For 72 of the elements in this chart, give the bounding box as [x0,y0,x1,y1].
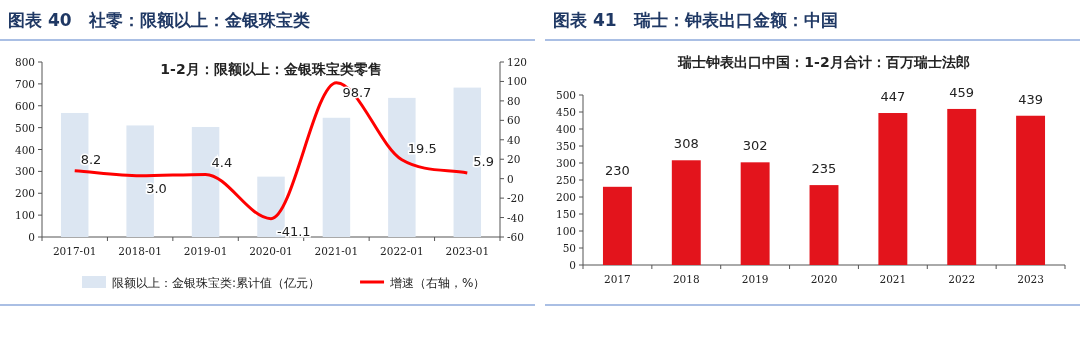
bar [878,113,908,265]
y2-tick-label: 100 [507,75,528,88]
data-label: 8.2 [80,151,102,167]
chart-title: 图表 40 社零：限额以上：金银珠宝类 [8,10,310,30]
y2-tick-label: 40 [507,133,521,146]
line-series [73,81,469,221]
x-tick-label: 2020 [810,273,838,285]
data-label: 302 [742,138,768,154]
chart-subtitle: 1-2月：限额以上：金银珠宝类零售 [160,61,382,77]
y2-tick-label: 0 [507,172,514,185]
x-tick-label: 2023-01 [445,245,490,257]
y-tick-label: 300 [555,157,576,169]
x-tick-label: 2018-01 [118,245,162,257]
x-tick-label: 2022 [948,273,976,285]
bar [947,108,977,265]
data-label: 4.4 [211,155,233,171]
bar [602,186,632,265]
y2-tick-label: 80 [507,94,521,107]
y-tick-label: 200 [14,187,35,200]
y2-tick-label: 120 [507,56,528,68]
y-tick-label: 450 [555,106,576,118]
x-tick-label: 2022-01 [380,245,424,257]
x-tick-label: 2017 [604,273,631,285]
y2-tick-label: -20 [507,192,524,205]
y-tick-label: 100 [555,225,576,237]
data-label: 459 [949,84,975,100]
y2-tick-label: 60 [507,114,521,127]
bar [322,117,351,237]
y-tick-label: 0 [569,259,576,271]
x-tick-label: 2018 [672,273,700,285]
data-label: 230 [605,162,630,178]
y-tick-label: 600 [14,99,35,112]
y2-tick-label: -40 [507,211,524,224]
chart-title: 图表 41 瑞士：钟表出口金额：中国 [553,10,838,30]
y-tick-label: 50 [562,242,576,254]
y-tick-label: 400 [14,143,35,156]
legend-label: 限额以上：金银珠宝类:累计值（亿元） [112,276,321,290]
x-tick-label: 2021 [879,273,907,285]
y-tick-label: 150 [555,208,576,220]
y2-tick-label: 20 [507,153,521,166]
chart-subtitle: 瑞士钟表出口中国：1-2月合计：百万瑞士法郎 [677,54,970,70]
legend-label: 增速（右轴，%） [389,276,486,290]
x-tick-label: 2019 [741,273,769,285]
y-tick-label: 200 [555,191,576,203]
data-label: 19.5 [407,140,437,156]
data-label: 308 [673,136,699,152]
y-tick-label: 350 [555,140,576,152]
data-label: 447 [880,89,906,105]
y-tick-label: 400 [555,123,576,135]
y-tick-label: 800 [14,56,35,68]
data-label: -41.1 [277,223,311,239]
bar [1016,115,1046,265]
data-label: 5.9 [473,153,494,169]
y-tick-label: 0 [28,231,35,243]
x-tick-label: 2019-01 [183,245,228,257]
x-tick-label: 2023 [1017,273,1044,285]
x-tick-label: 2017-01 [52,245,97,257]
y-tick-label: 700 [14,77,35,90]
data-label: 439 [1018,91,1043,107]
data-label: 3.0 [146,180,167,196]
y-tick-label: 250 [555,174,576,186]
y-tick-label: 500 [14,121,35,134]
y-tick-label: 500 [555,89,576,101]
x-tick-label: 2020-01 [249,245,293,257]
y-tick-label: 300 [14,165,35,178]
y2-tick-label: -60 [507,231,524,243]
bar [740,162,770,265]
y-tick-label: 100 [14,209,35,222]
data-label: 235 [811,161,837,177]
bar [809,185,839,265]
x-tick-label: 2021-01 [314,245,359,257]
bar [671,160,701,265]
